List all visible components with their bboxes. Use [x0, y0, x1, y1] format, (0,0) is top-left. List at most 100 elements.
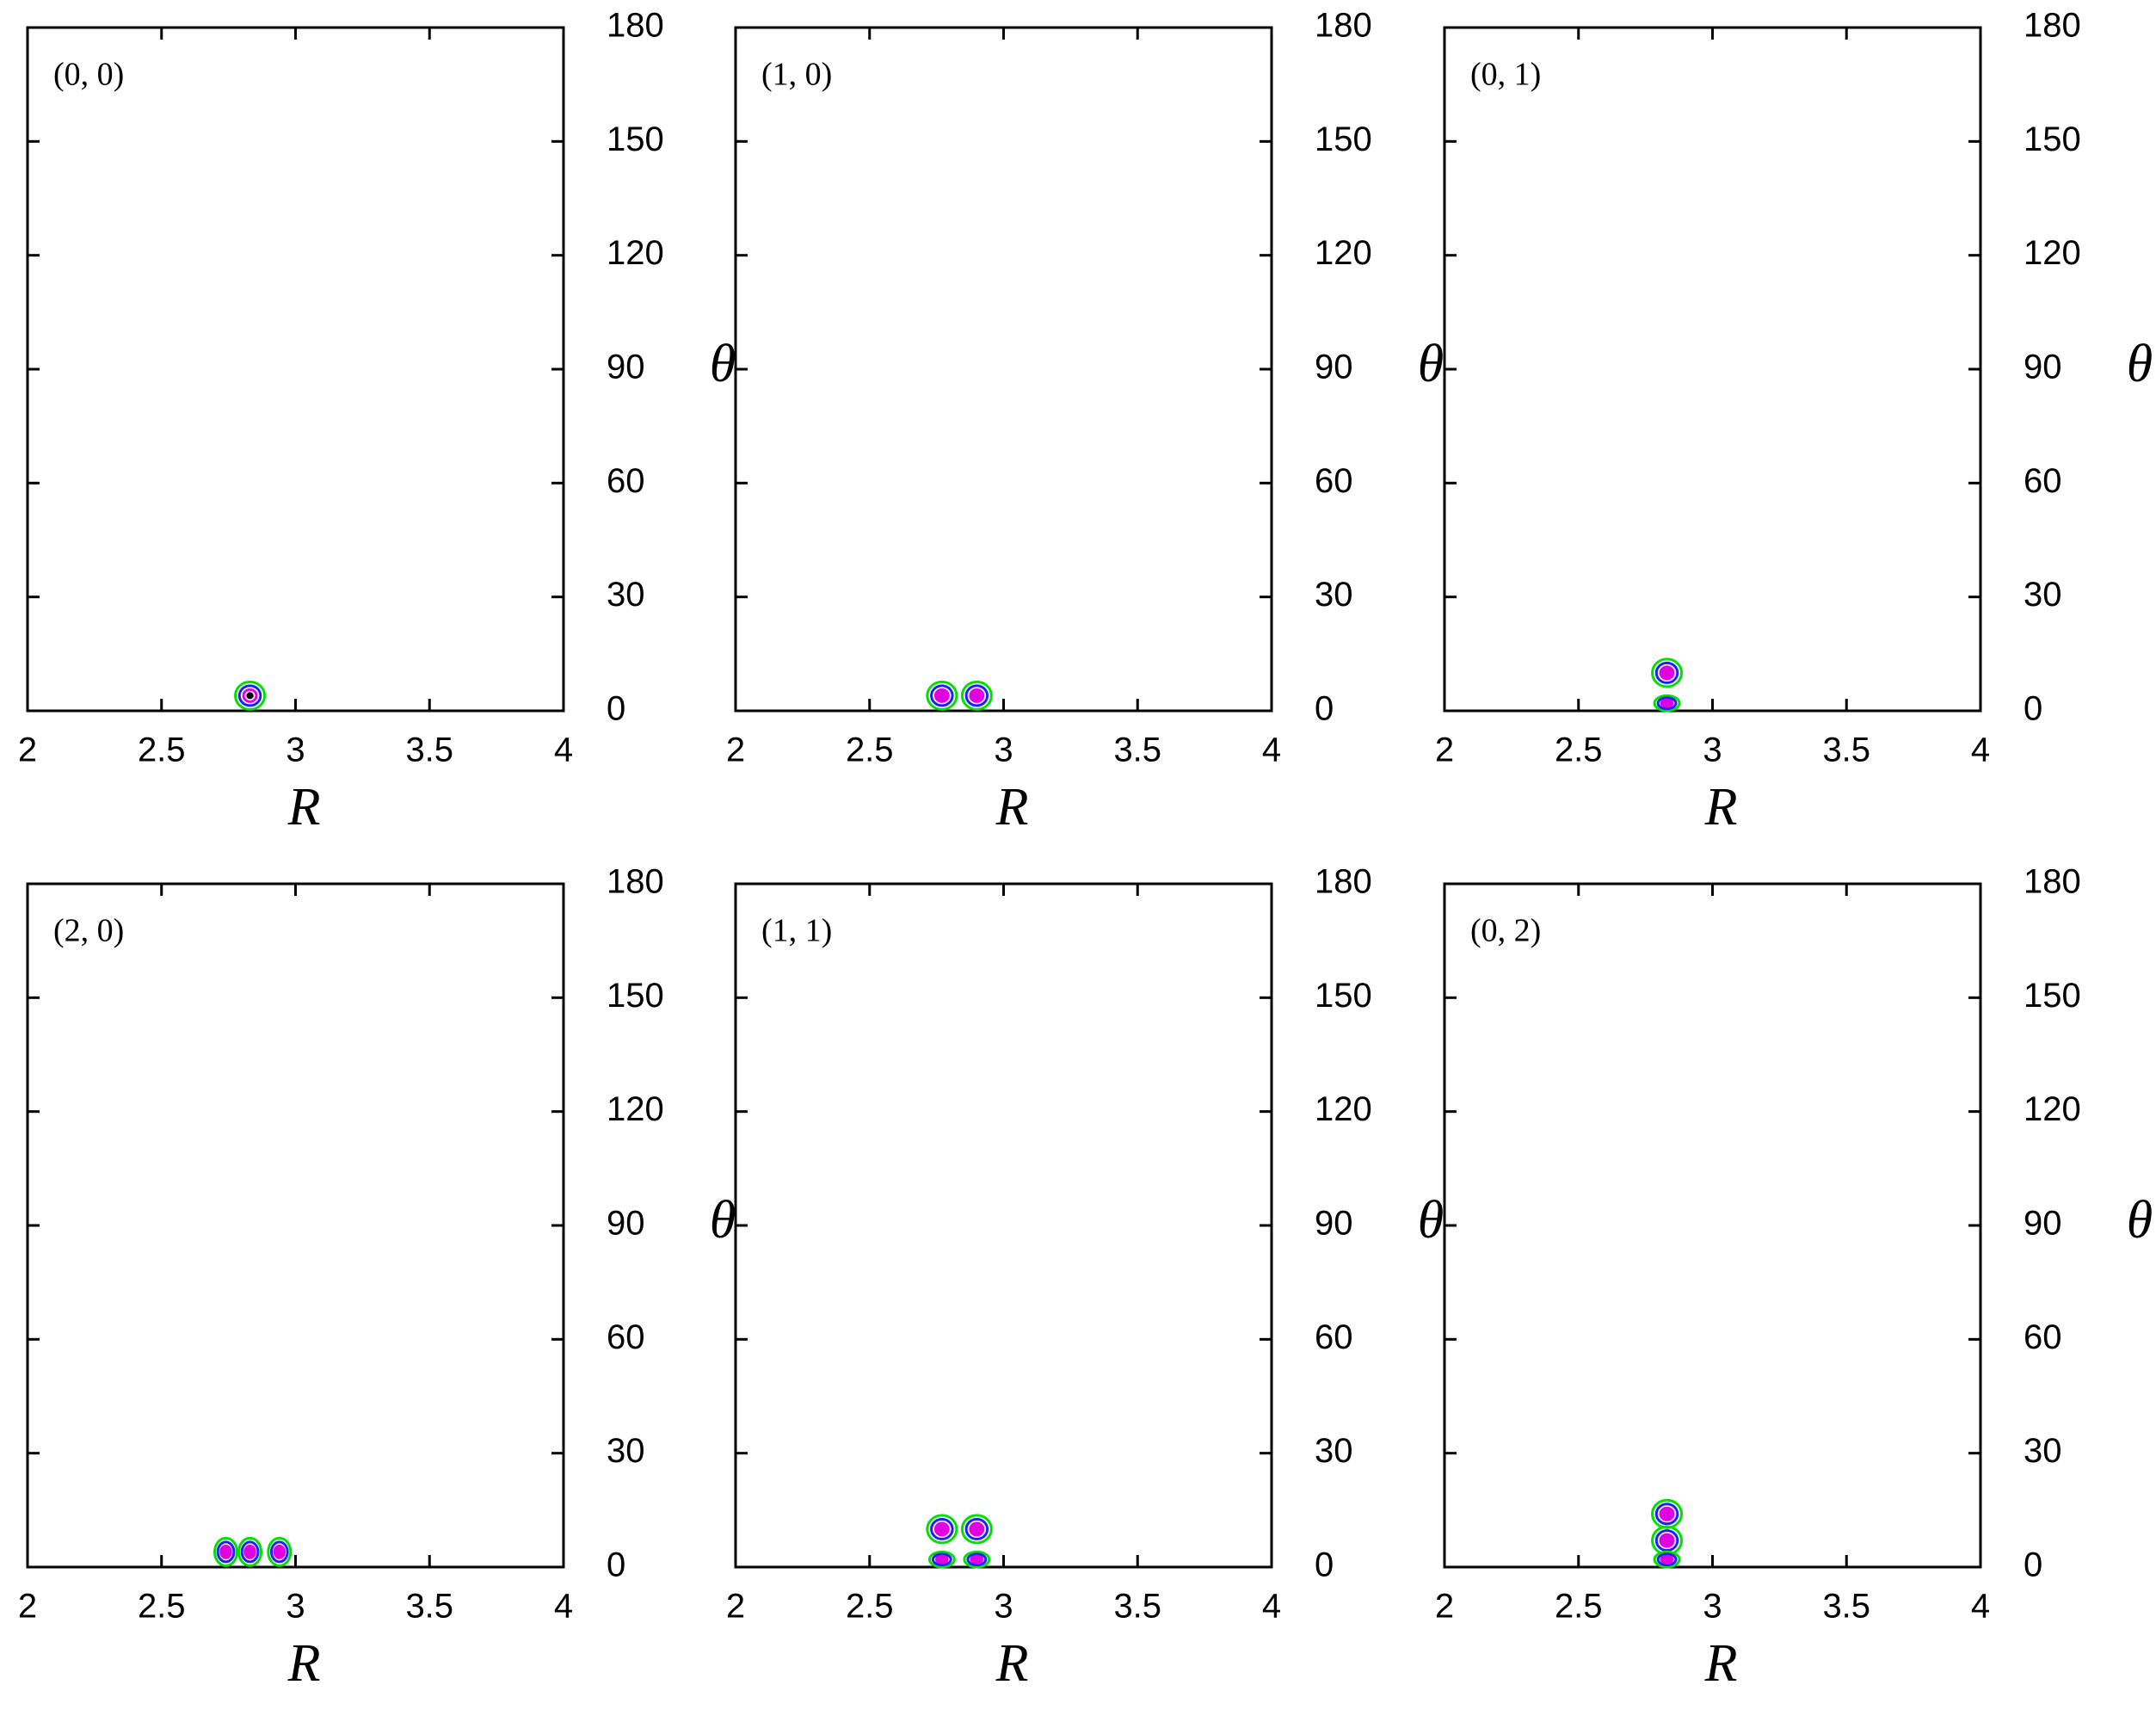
x-tick-label: 3.5	[1822, 731, 1870, 769]
y-tick-label: 90	[1315, 1205, 1353, 1243]
contour-lobe	[1656, 1552, 1678, 1567]
x-tick-label: 3	[286, 731, 305, 769]
y-tick-label: 30	[607, 1432, 645, 1470]
x-tick-label: 3.5	[405, 1588, 453, 1626]
contour-lobe	[966, 1552, 988, 1567]
panel: 2 2.5 3 3.5 40 30 60 90 120 150 180 (0, 2) Rθ	[1435, 863, 2153, 1694]
panel: 2 2.5 3 3.5 40 30 60 90 120 150 180 (0, 0) Rθ	[18, 7, 736, 837]
y-tick-label: 150	[2024, 120, 2081, 158]
y-axis-label: θ	[2127, 1191, 2153, 1250]
x-tick-label: 3.5	[1822, 1588, 1870, 1626]
contour-lobe	[930, 1517, 954, 1540]
contour-lobe	[926, 680, 958, 711]
x-axis-label: R	[1704, 778, 1738, 836]
x-tick-label: 4	[1262, 1588, 1281, 1626]
x-tick-label: 4	[1971, 1588, 1990, 1626]
contour-lobe	[969, 688, 985, 703]
contour-lobe	[1659, 1506, 1675, 1521]
x-tick-label: 3	[1703, 731, 1722, 769]
x-axis-label: R	[995, 778, 1029, 836]
plot-frame	[26, 882, 565, 1569]
y-tick-label: 0	[2024, 690, 2042, 728]
contour-lobe	[1660, 698, 1674, 708]
x-tick-label: 2	[18, 731, 37, 769]
plot-frame	[26, 26, 565, 713]
y-tick-label: 30	[1315, 576, 1353, 614]
contour-lobe	[934, 1554, 949, 1564]
y-tick-label: 120	[607, 1090, 664, 1128]
contour-lobe	[1651, 657, 1684, 688]
contour-lobe	[930, 684, 954, 707]
x-tick-label: 4	[1971, 731, 1990, 769]
y-tick-label: 150	[1315, 977, 1372, 1015]
x-tick-label: 2	[18, 1588, 37, 1626]
panel-label: (1, 0)	[761, 57, 832, 93]
contour-lobe	[1660, 1554, 1674, 1564]
x-tick-label: 3	[994, 1588, 1013, 1626]
panel: 2 2.5 3 3.5 40 30 60 90 120 150 180 (1, 1) Rθ	[726, 863, 1444, 1694]
plot-frame	[734, 26, 1273, 713]
contour-lobe	[964, 684, 989, 707]
y-tick-label: 60	[607, 462, 645, 500]
y-tick-label: 0	[607, 690, 625, 728]
y-axis-label: θ	[2127, 335, 2153, 393]
x-tick-label: 2.5	[138, 731, 186, 769]
y-tick-label: 30	[2024, 576, 2062, 614]
contour-lobe	[1656, 696, 1678, 711]
y-tick-label: 120	[2024, 1090, 2081, 1128]
contour-lobe	[242, 688, 258, 703]
y-tick-label: 180	[607, 863, 664, 901]
plot-frame	[734, 882, 1273, 1569]
y-axis-label: θ	[710, 1191, 736, 1250]
plot-frame	[1443, 882, 1982, 1569]
y-tick-label: 60	[1315, 1318, 1353, 1356]
y-tick-label: 30	[607, 576, 645, 614]
x-tick-label: 4	[1262, 731, 1281, 769]
contour-lobe	[216, 1540, 236, 1564]
contour-lobe	[246, 692, 254, 700]
y-tick-label: 90	[607, 1205, 645, 1243]
x-tick-label: 2	[726, 1588, 745, 1626]
x-tick-label: 2.5	[1555, 1588, 1603, 1626]
y-tick-label: 30	[2024, 1432, 2062, 1470]
y-tick-label: 90	[2024, 349, 2062, 386]
contour-lobe	[960, 680, 993, 711]
y-tick-label: 150	[2024, 977, 2081, 1015]
y-tick-label: 180	[1315, 7, 1372, 45]
y-tick-label: 90	[607, 349, 645, 386]
x-tick-label: 2.5	[138, 1588, 186, 1626]
contour-lobe	[926, 1514, 958, 1545]
y-tick-label: 60	[1315, 462, 1353, 500]
y-tick-label: 60	[2024, 1318, 2062, 1356]
contour-lobe	[237, 684, 262, 707]
y-tick-label: 0	[1315, 690, 1334, 728]
x-tick-label: 3.5	[1113, 731, 1161, 769]
contour-lobe	[267, 1536, 293, 1567]
contour-lobe	[1659, 1533, 1675, 1548]
contour-lobe	[1653, 694, 1681, 713]
contour-lobe	[240, 1540, 260, 1564]
contour-lobe	[964, 1517, 989, 1540]
contour-lobe	[269, 1540, 289, 1564]
contour-lobe	[237, 1536, 263, 1567]
y-tick-label: 180	[607, 7, 664, 45]
x-axis-label: R	[1704, 1634, 1738, 1693]
panel: 2 2.5 3 3.5 40 30 60 90 120 150 180 (2, 0) Rθ	[18, 863, 736, 1694]
x-tick-label: 4	[554, 731, 573, 769]
contour-lobe	[927, 1550, 956, 1569]
x-axis-label: R	[287, 1634, 321, 1693]
y-tick-label: 180	[1315, 863, 1372, 901]
contour-lobe	[1659, 665, 1675, 681]
panel: 2 2.5 3 3.5 40 30 60 90 120 150 180 (1, 0) Rθ	[726, 7, 1444, 837]
x-tick-label: 2.5	[1555, 731, 1603, 769]
y-tick-label: 180	[2024, 863, 2081, 901]
contour-lobe	[960, 1514, 993, 1545]
y-tick-label: 0	[1315, 1546, 1334, 1584]
y-tick-label: 150	[607, 120, 664, 158]
y-tick-label: 30	[1315, 1432, 1353, 1470]
contour-lobe	[1654, 1529, 1679, 1552]
y-axis-label: θ	[710, 335, 736, 393]
y-tick-label: 0	[607, 1546, 625, 1584]
